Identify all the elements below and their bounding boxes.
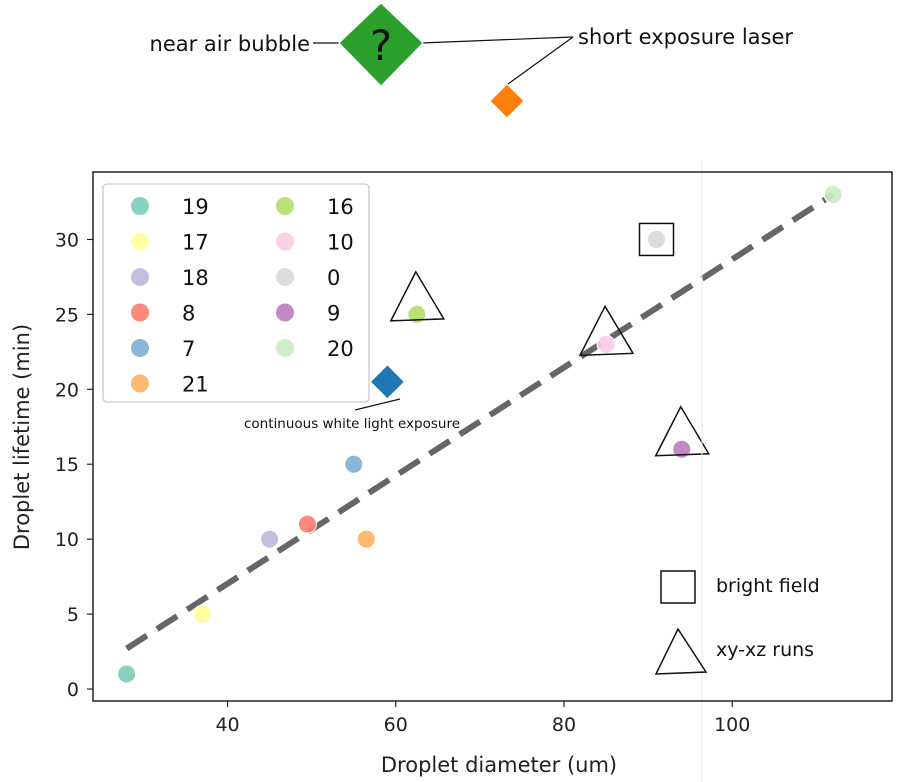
short-exposure-leader-b <box>507 36 574 85</box>
short-exposure-laser-label: short exposure laser <box>578 25 793 49</box>
orange-diamond-marker <box>489 83 525 119</box>
y-tick-label: 10 <box>55 529 79 551</box>
xy-xz-runs-triangle-icon <box>654 627 708 675</box>
blue-diamond-annotation: continuous white light exposure <box>244 398 460 432</box>
marker-shapes-layer <box>389 222 711 457</box>
legend-swatch-9 <box>276 303 294 322</box>
legend-swatch-10 <box>276 232 294 251</box>
legend-label-16: 16 <box>327 195 354 219</box>
data-point-17 <box>192 604 212 624</box>
y-tick-label: 25 <box>55 304 79 326</box>
legend-label-21: 21 <box>182 373 209 397</box>
legend-swatch-16 <box>276 197 294 215</box>
continuous-white-light-label: continuous white light exposure <box>244 416 460 432</box>
bright-field-label: bright field <box>716 575 820 597</box>
legend: 19 17 18 8 7 21 16 10 0 9 20 <box>102 183 370 403</box>
fit-line-layer <box>125 191 835 652</box>
bright-field-square-marker <box>638 222 675 257</box>
marker-key: bright field xy-xz runs <box>654 570 820 675</box>
xy-xz-triangle-marker <box>578 304 635 357</box>
green-diamond-marker <box>338 2 424 87</box>
y-tick-label: 20 <box>55 379 79 401</box>
xy-xz-runs-label: xy-xz runs <box>716 639 814 661</box>
legend-label-18: 18 <box>182 266 209 290</box>
y-tick-label: 30 <box>55 229 79 251</box>
blue-diamond-leader <box>354 398 401 411</box>
legend-swatch-17 <box>131 232 149 251</box>
near-air-bubble-label: near air bubble <box>150 32 310 56</box>
points-layer <box>117 184 843 684</box>
legend-label-10: 10 <box>327 231 354 255</box>
x-tick-label: 100 <box>714 714 750 736</box>
x-tick-label: 80 <box>552 714 576 736</box>
bright-field-square-icon <box>660 570 696 604</box>
legend-swatch-21 <box>131 374 149 393</box>
xy-xz-triangle-marker <box>389 270 446 322</box>
data-point-9 <box>672 439 692 459</box>
data-point-10 <box>596 334 616 354</box>
fit-line <box>125 191 835 652</box>
top-annotations: ? near air bubble short exposure laser <box>150 2 793 119</box>
y-tick-label: 5 <box>67 604 79 626</box>
x-tick-label: 40 <box>215 714 239 736</box>
legend-swatch-8 <box>131 303 149 322</box>
data-point-21 <box>356 529 376 549</box>
xy-xz-triangle-marker <box>654 405 711 457</box>
axes <box>92 160 893 782</box>
short-exposure-leader-a <box>420 36 574 44</box>
legend-label-9: 9 <box>327 302 340 326</box>
legend-label-17: 17 <box>182 231 209 255</box>
legend-swatch-20 <box>276 339 294 357</box>
data-point-20 <box>823 184 843 204</box>
data-point-0 <box>647 229 667 249</box>
y-axis-label: Droplet lifetime (min) <box>10 324 34 550</box>
data-point-7 <box>344 454 364 474</box>
legend-label-7: 7 <box>182 337 195 361</box>
x-axis-label: Droplet diameter (um) <box>381 753 617 777</box>
blue-diamond-marker <box>369 364 406 400</box>
legend-label-19: 19 <box>182 195 209 219</box>
legend-swatch-18 <box>131 268 149 286</box>
data-point-8 <box>297 514 317 534</box>
legend-label-0: 0 <box>327 266 340 290</box>
legend-swatch-19 <box>131 197 149 215</box>
legend-label-8: 8 <box>182 302 195 326</box>
legend-swatch-0 <box>276 268 294 286</box>
plot-frame <box>92 171 893 702</box>
legend-swatch-7 <box>131 339 149 357</box>
data-point-19 <box>117 664 137 684</box>
data-point-18 <box>260 529 280 549</box>
data-point-16 <box>407 304 427 324</box>
y-tick-label: 15 <box>55 454 79 476</box>
legend-label-20: 20 <box>327 337 354 361</box>
y-tick-label: 0 <box>67 679 79 701</box>
question-mark: ? <box>370 21 392 70</box>
legend-box <box>102 183 370 403</box>
x-tick-label: 60 <box>384 714 408 736</box>
